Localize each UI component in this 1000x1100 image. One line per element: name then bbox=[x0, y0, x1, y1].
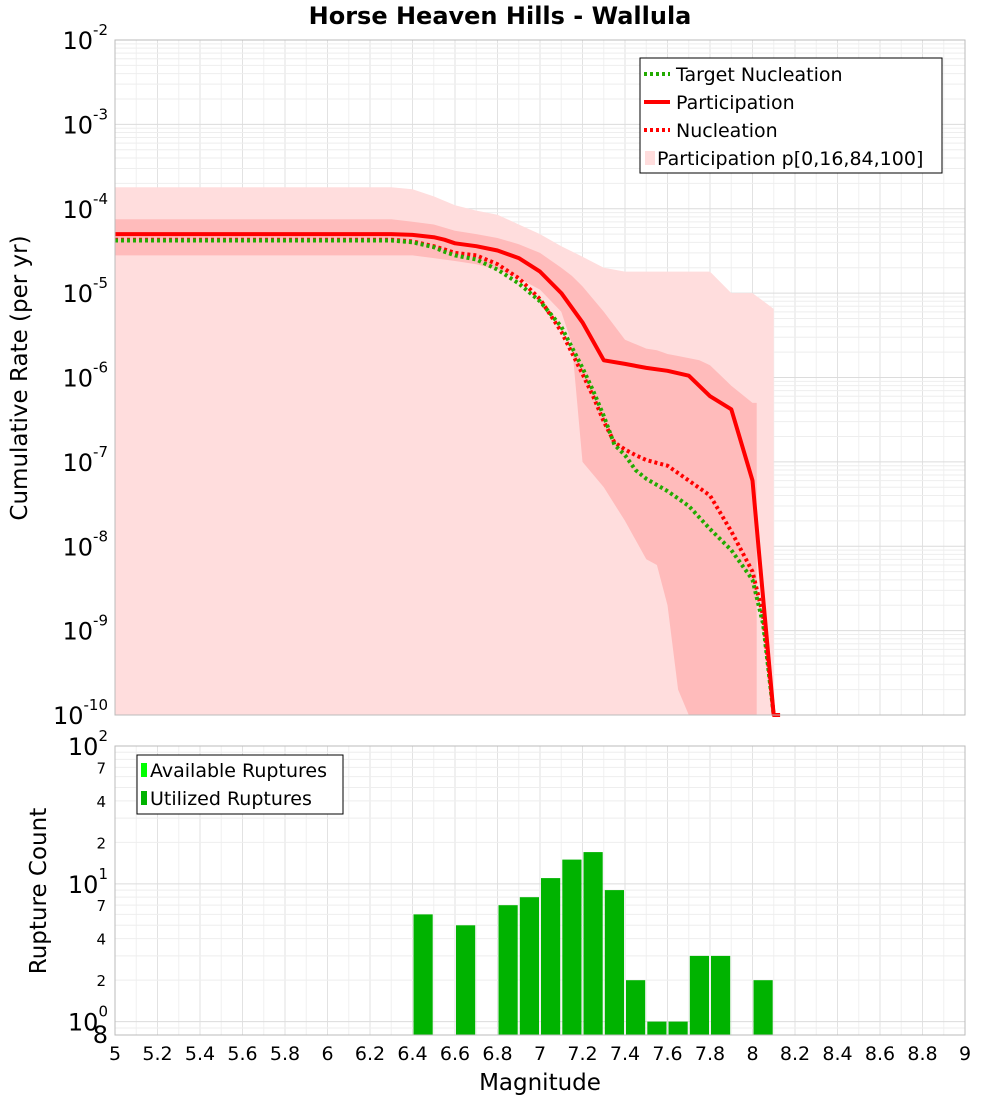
x-tick-label: 7.6 bbox=[652, 1043, 682, 1065]
legend-swatch-bar bbox=[141, 791, 147, 805]
x-tick-label: 8.8 bbox=[907, 1043, 937, 1065]
legend-label: Available Ruptures bbox=[150, 760, 327, 782]
series-line-target-nucleation bbox=[115, 238, 778, 717]
bottom-y-tick-label: 4 bbox=[96, 931, 106, 949]
chart-title: Horse Heaven Hills - Wallula bbox=[309, 2, 692, 30]
top-y-tick-label: 10-7 bbox=[62, 443, 108, 477]
rupture-bars bbox=[413, 852, 773, 1035]
x-tick-label: 8 bbox=[746, 1043, 758, 1065]
top-y-tick-label: 10-3 bbox=[62, 105, 108, 139]
bottom-y-tick-label: 100 bbox=[68, 1003, 108, 1037]
rupture-bar bbox=[541, 878, 561, 1035]
x-tick-label: 9 bbox=[959, 1043, 971, 1065]
x-axis-label: Magnitude bbox=[479, 1070, 601, 1096]
top-legend: Target Nucleation Participation Nucleation… bbox=[639, 57, 943, 174]
top-y-tick-label: 10-10 bbox=[53, 696, 108, 730]
top-legend-box bbox=[639, 57, 943, 174]
x-tick-label: 5.2 bbox=[142, 1043, 172, 1065]
x-tick-label: 5.6 bbox=[227, 1043, 257, 1065]
rupture-bar bbox=[562, 859, 582, 1035]
rupture-bar bbox=[583, 852, 603, 1035]
legend-label: Utilized Ruptures bbox=[150, 788, 312, 810]
rupture-bar bbox=[626, 980, 646, 1035]
top-y-tick-label: 10-2 bbox=[62, 21, 108, 55]
x-tick-label: 5 bbox=[109, 1043, 121, 1065]
rupture-bar bbox=[604, 890, 624, 1035]
rupture-bar bbox=[519, 897, 539, 1035]
top-y-tick-labels: 10-2 10-3 10-4 10-5 10-6 10-7 10-8 10-9 10-10 bbox=[53, 21, 108, 730]
legend-swatch-band bbox=[645, 151, 655, 165]
x-tick-label: 6.8 bbox=[482, 1043, 512, 1065]
x-tick-labels: 5 5.2 5.4 5.6 5.8 6 6.2 6.4 6.6 6.8 7 7.2 7.4 7.6 7.8 8… bbox=[109, 1043, 971, 1065]
x-tick-label: 8.4 bbox=[822, 1043, 852, 1065]
rupture-bar bbox=[753, 980, 773, 1035]
x-tick-label: 8.2 bbox=[780, 1043, 810, 1065]
legend-label: Participation p[0,16,84,100] bbox=[657, 148, 923, 170]
series-line-nucleation bbox=[115, 237, 778, 717]
top-y-tick-label: 10-9 bbox=[62, 612, 108, 646]
rupture-bar bbox=[668, 1021, 688, 1035]
bottom-y-tick-label: 7 bbox=[96, 759, 106, 777]
x-tick-label: 5.4 bbox=[185, 1043, 215, 1065]
x-tick-label: 7.8 bbox=[695, 1043, 725, 1065]
top-y-tick-label: 10-4 bbox=[62, 190, 108, 224]
legend-label: Nucleation bbox=[676, 120, 778, 142]
top-y-axis-label: Cumulative Rate (per yr) bbox=[7, 235, 33, 520]
top-y-tick-label: 10-8 bbox=[62, 527, 108, 561]
rupture-bar bbox=[456, 925, 476, 1035]
x-tick-label: 7.2 bbox=[567, 1043, 597, 1065]
bottom-y-tick-label: 4 bbox=[96, 793, 106, 811]
bottom-legend-box bbox=[136, 754, 344, 815]
top-y-tick-label: 10-6 bbox=[62, 359, 108, 393]
x-tick-label: 7.4 bbox=[610, 1043, 640, 1065]
bottom-plot-grid bbox=[114, 745, 966, 1036]
top-y-tick-label: 10-5 bbox=[62, 274, 108, 308]
x-tick-label: 6 bbox=[321, 1043, 333, 1065]
x-tick-label: 6.6 bbox=[440, 1043, 470, 1065]
rupture-bar bbox=[498, 905, 518, 1035]
bottom-y-tick-label: 7 bbox=[96, 897, 106, 915]
bottom-y-tick-label: 102 bbox=[68, 727, 108, 761]
rupture-bar bbox=[647, 1021, 667, 1035]
bottom-y-tick-label: 2 bbox=[96, 972, 106, 990]
bottom-y-tick-label: 8 bbox=[93, 1021, 108, 1049]
x-tick-label: 5.8 bbox=[270, 1043, 300, 1065]
rupture-bar bbox=[711, 955, 731, 1035]
bottom-y-axis-label: Rupture Count bbox=[26, 808, 52, 974]
legend-label: Participation bbox=[676, 92, 795, 114]
bottom-plot-frame bbox=[114, 745, 966, 1036]
x-tick-label: 6.4 bbox=[397, 1043, 427, 1065]
top-plot-frame bbox=[114, 39, 966, 716]
rupture-bar bbox=[413, 914, 433, 1035]
rupture-bar bbox=[689, 955, 709, 1035]
bottom-y-tick-label: 2 bbox=[96, 834, 106, 852]
bottom-legend: Available Ruptures Utilized Ruptures bbox=[136, 754, 344, 815]
x-tick-label: 7 bbox=[534, 1043, 546, 1065]
legend-label: Target Nucleation bbox=[675, 64, 843, 86]
x-tick-label: 6.2 bbox=[355, 1043, 385, 1065]
legend-swatch-bar bbox=[141, 763, 147, 777]
bottom-y-tick-label: 101 bbox=[68, 865, 108, 899]
top-plot: 10-2 10-3 10-4 10-5 10-6 10-7 10-8 10-9 10-10 Cu… bbox=[7, 21, 966, 730]
series-line-participation bbox=[115, 232, 781, 717]
x-tick-label: 8.6 bbox=[865, 1043, 895, 1065]
rate-lines bbox=[115, 232, 781, 717]
